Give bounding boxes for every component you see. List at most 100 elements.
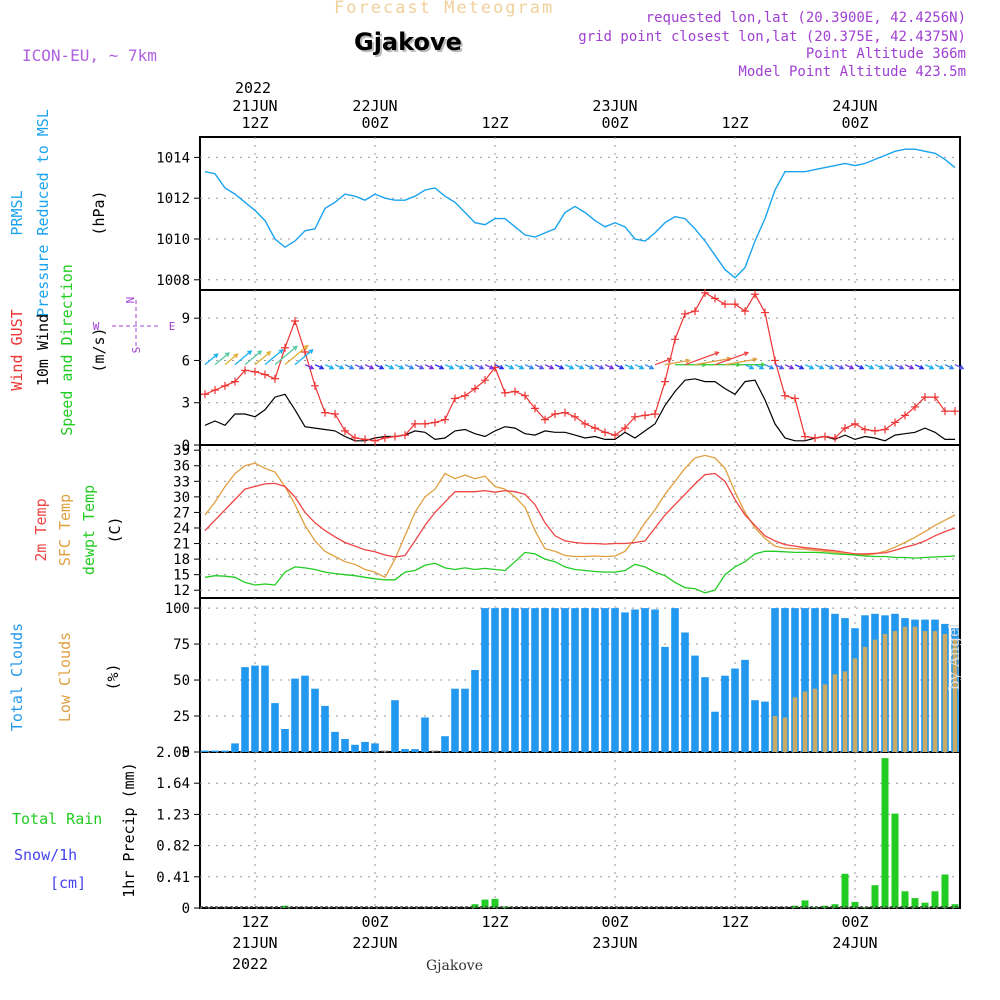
total-clouds-bar [211,750,219,752]
low-clouds-bar [912,626,918,752]
wind-gust-point [341,426,349,435]
wind-direction-arrow [774,364,784,370]
low-clouds-bar [772,716,778,752]
wind-direction-arrow [524,364,534,370]
wind-direction-arrow [884,364,894,370]
wind-gust-point [651,410,659,418]
wind-direction-arrow [554,364,564,370]
wind-direction-arrowhead [809,364,815,370]
pressure-label-msl: Pressure Reduced to MSL [34,109,52,317]
precip-bar [851,901,859,908]
wind-direction-arrow [874,364,884,370]
wind-gust-point [871,426,879,435]
wind-direction-arrowhead [292,345,298,351]
wind-direction-arrowhead [760,362,766,368]
total-clouds-bar [611,608,619,752]
wind-direction-arrow [264,349,284,366]
year-bottom-label: 2022 [232,955,268,973]
time-tick-date-top: 21JUN [232,97,277,115]
wind-direction-arrowhead [309,364,315,370]
wind-gust-point [381,433,389,442]
wind-label-direction: Speed and Direction [58,264,76,436]
wind-direction-arrowhead [929,364,935,370]
wind-direction-arrowhead [559,364,565,370]
wind-direction-arrow [864,364,874,370]
compass-north-label: N [124,297,137,304]
total-clouds-bar [201,750,209,752]
wind-direction-arrow [494,364,504,370]
precip-bar [481,899,489,908]
low-clouds-bar [852,658,858,752]
wind-gust-point [721,300,729,309]
total-clouds-bar [791,608,799,752]
wind-direction-arrow [374,364,384,370]
wind-direction-arrowhead [752,357,758,363]
precip-label-cm: [cm] [50,874,86,892]
time-tick-hour-bottom: 12Z [481,913,508,931]
wind-gust-point [791,394,799,403]
wind-gust-line [204,291,955,442]
gridpoint-coords: grid point closest lon,lat (20.375E, 42.… [578,29,966,45]
precip-bar [871,885,879,908]
wind-direction-arrow [904,364,914,370]
year-top-label: 2022 [235,79,271,97]
wind-direction-arrow [204,353,218,366]
precip-bar [921,902,929,908]
total-clouds-bar [741,659,749,752]
total-clouds-bar [731,668,739,752]
wind-gust-point [921,393,929,402]
wind-direction-arrowhead [889,364,895,370]
total-clouds-bar [581,608,589,752]
total-clouds-bar [411,749,419,752]
total-clouds-bar [291,678,299,752]
wind-direction-arrow [424,364,434,370]
wind-label-gust: Wind GUST [8,309,26,390]
wind-direction-arrow [834,364,844,370]
time-tick-date-bottom: 21JUN [232,934,277,952]
time-tick-hour-bottom: 00Z [361,913,388,931]
wind-gust-point [511,387,519,396]
wind-gust-point [261,370,269,379]
temperature-ytick-label: 27 [173,505,190,521]
total-clouds-bar [651,609,659,752]
wind-ytick-label: 3 [182,396,190,412]
wind-gust-point [881,425,889,434]
time-tick-date-top: 23JUN [592,97,637,115]
wind-gust-point [331,410,339,418]
wind-gust-point [221,381,229,390]
time-tick-hour-bottom: 00Z [601,913,628,931]
wind-gust-point [351,433,359,442]
total-clouds-bar [401,749,409,752]
wind-gust-point [501,388,509,397]
wind-direction-arrow [794,364,804,370]
wind-direction-arrow [334,364,344,370]
wind-direction-arrowhead [489,364,495,370]
low-clouds-bar [932,631,938,752]
wind-direction-arrowhead [449,364,455,370]
wind-gust-point [371,436,379,445]
footer-station: Gjakove [426,958,483,974]
total-clouds-bar [421,717,429,752]
time-tick-date-top: 22JUN [352,97,397,115]
wind-gust-point [311,381,319,390]
wind-direction-arrowhead [949,364,955,370]
wind-direction-arrow [784,364,794,370]
wind-direction-arrowhead [266,350,272,356]
watermark: by Angel [945,623,963,690]
wind-gust-point [451,394,459,403]
wind-direction-arrowhead [819,364,825,370]
wind-direction-arrow [714,352,749,366]
total-clouds-bar [761,701,769,752]
clouds-ytick-label: 25 [173,709,190,725]
precip-bar [801,900,809,908]
wind-direction-arrow [694,357,731,366]
temp-2m-line [204,472,956,558]
wind-direction-arrowhead [233,353,239,359]
wind-gust-point [211,386,219,395]
wind-direction-arrowhead [839,364,845,370]
wind-direction-arrow [444,364,454,370]
wind-direction-arrow [344,364,354,370]
wind-direction-arrow [824,364,834,370]
